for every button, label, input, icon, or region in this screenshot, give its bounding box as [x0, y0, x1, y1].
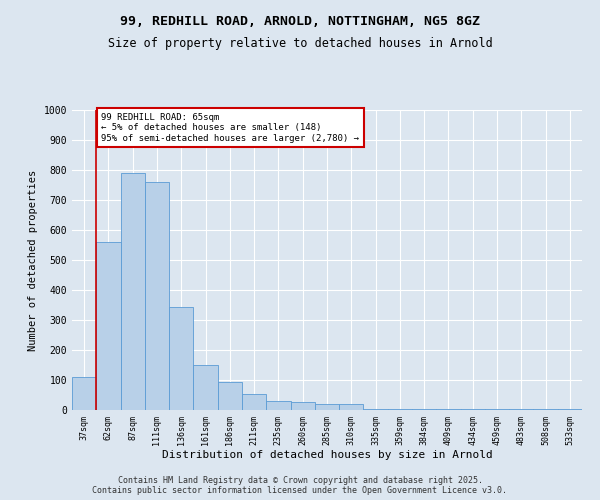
Bar: [218, 382, 242, 410]
Bar: [266, 401, 290, 410]
X-axis label: Distribution of detached houses by size in Arnold: Distribution of detached houses by size …: [161, 450, 493, 460]
Bar: [364, 408, 388, 410]
Bar: [388, 408, 412, 410]
Text: 99 REDHILL ROAD: 65sqm
← 5% of detached houses are smaller (148)
95% of semi-det: 99 REDHILL ROAD: 65sqm ← 5% of detached …: [101, 113, 359, 143]
Bar: [145, 182, 169, 410]
Text: Size of property relative to detached houses in Arnold: Size of property relative to detached ho…: [107, 38, 493, 51]
Bar: [339, 404, 364, 410]
Text: Contains HM Land Registry data © Crown copyright and database right 2025.
Contai: Contains HM Land Registry data © Crown c…: [92, 476, 508, 495]
Bar: [558, 408, 582, 410]
Bar: [121, 173, 145, 410]
Y-axis label: Number of detached properties: Number of detached properties: [28, 170, 38, 350]
Bar: [412, 408, 436, 410]
Bar: [533, 408, 558, 410]
Bar: [485, 408, 509, 410]
Bar: [193, 365, 218, 410]
Bar: [72, 377, 96, 410]
Bar: [436, 408, 461, 410]
Bar: [169, 306, 193, 410]
Bar: [461, 408, 485, 410]
Bar: [315, 404, 339, 410]
Bar: [290, 402, 315, 410]
Bar: [509, 408, 533, 410]
Bar: [242, 394, 266, 410]
Bar: [96, 242, 121, 410]
Text: 99, REDHILL ROAD, ARNOLD, NOTTINGHAM, NG5 8GZ: 99, REDHILL ROAD, ARNOLD, NOTTINGHAM, NG…: [120, 15, 480, 28]
